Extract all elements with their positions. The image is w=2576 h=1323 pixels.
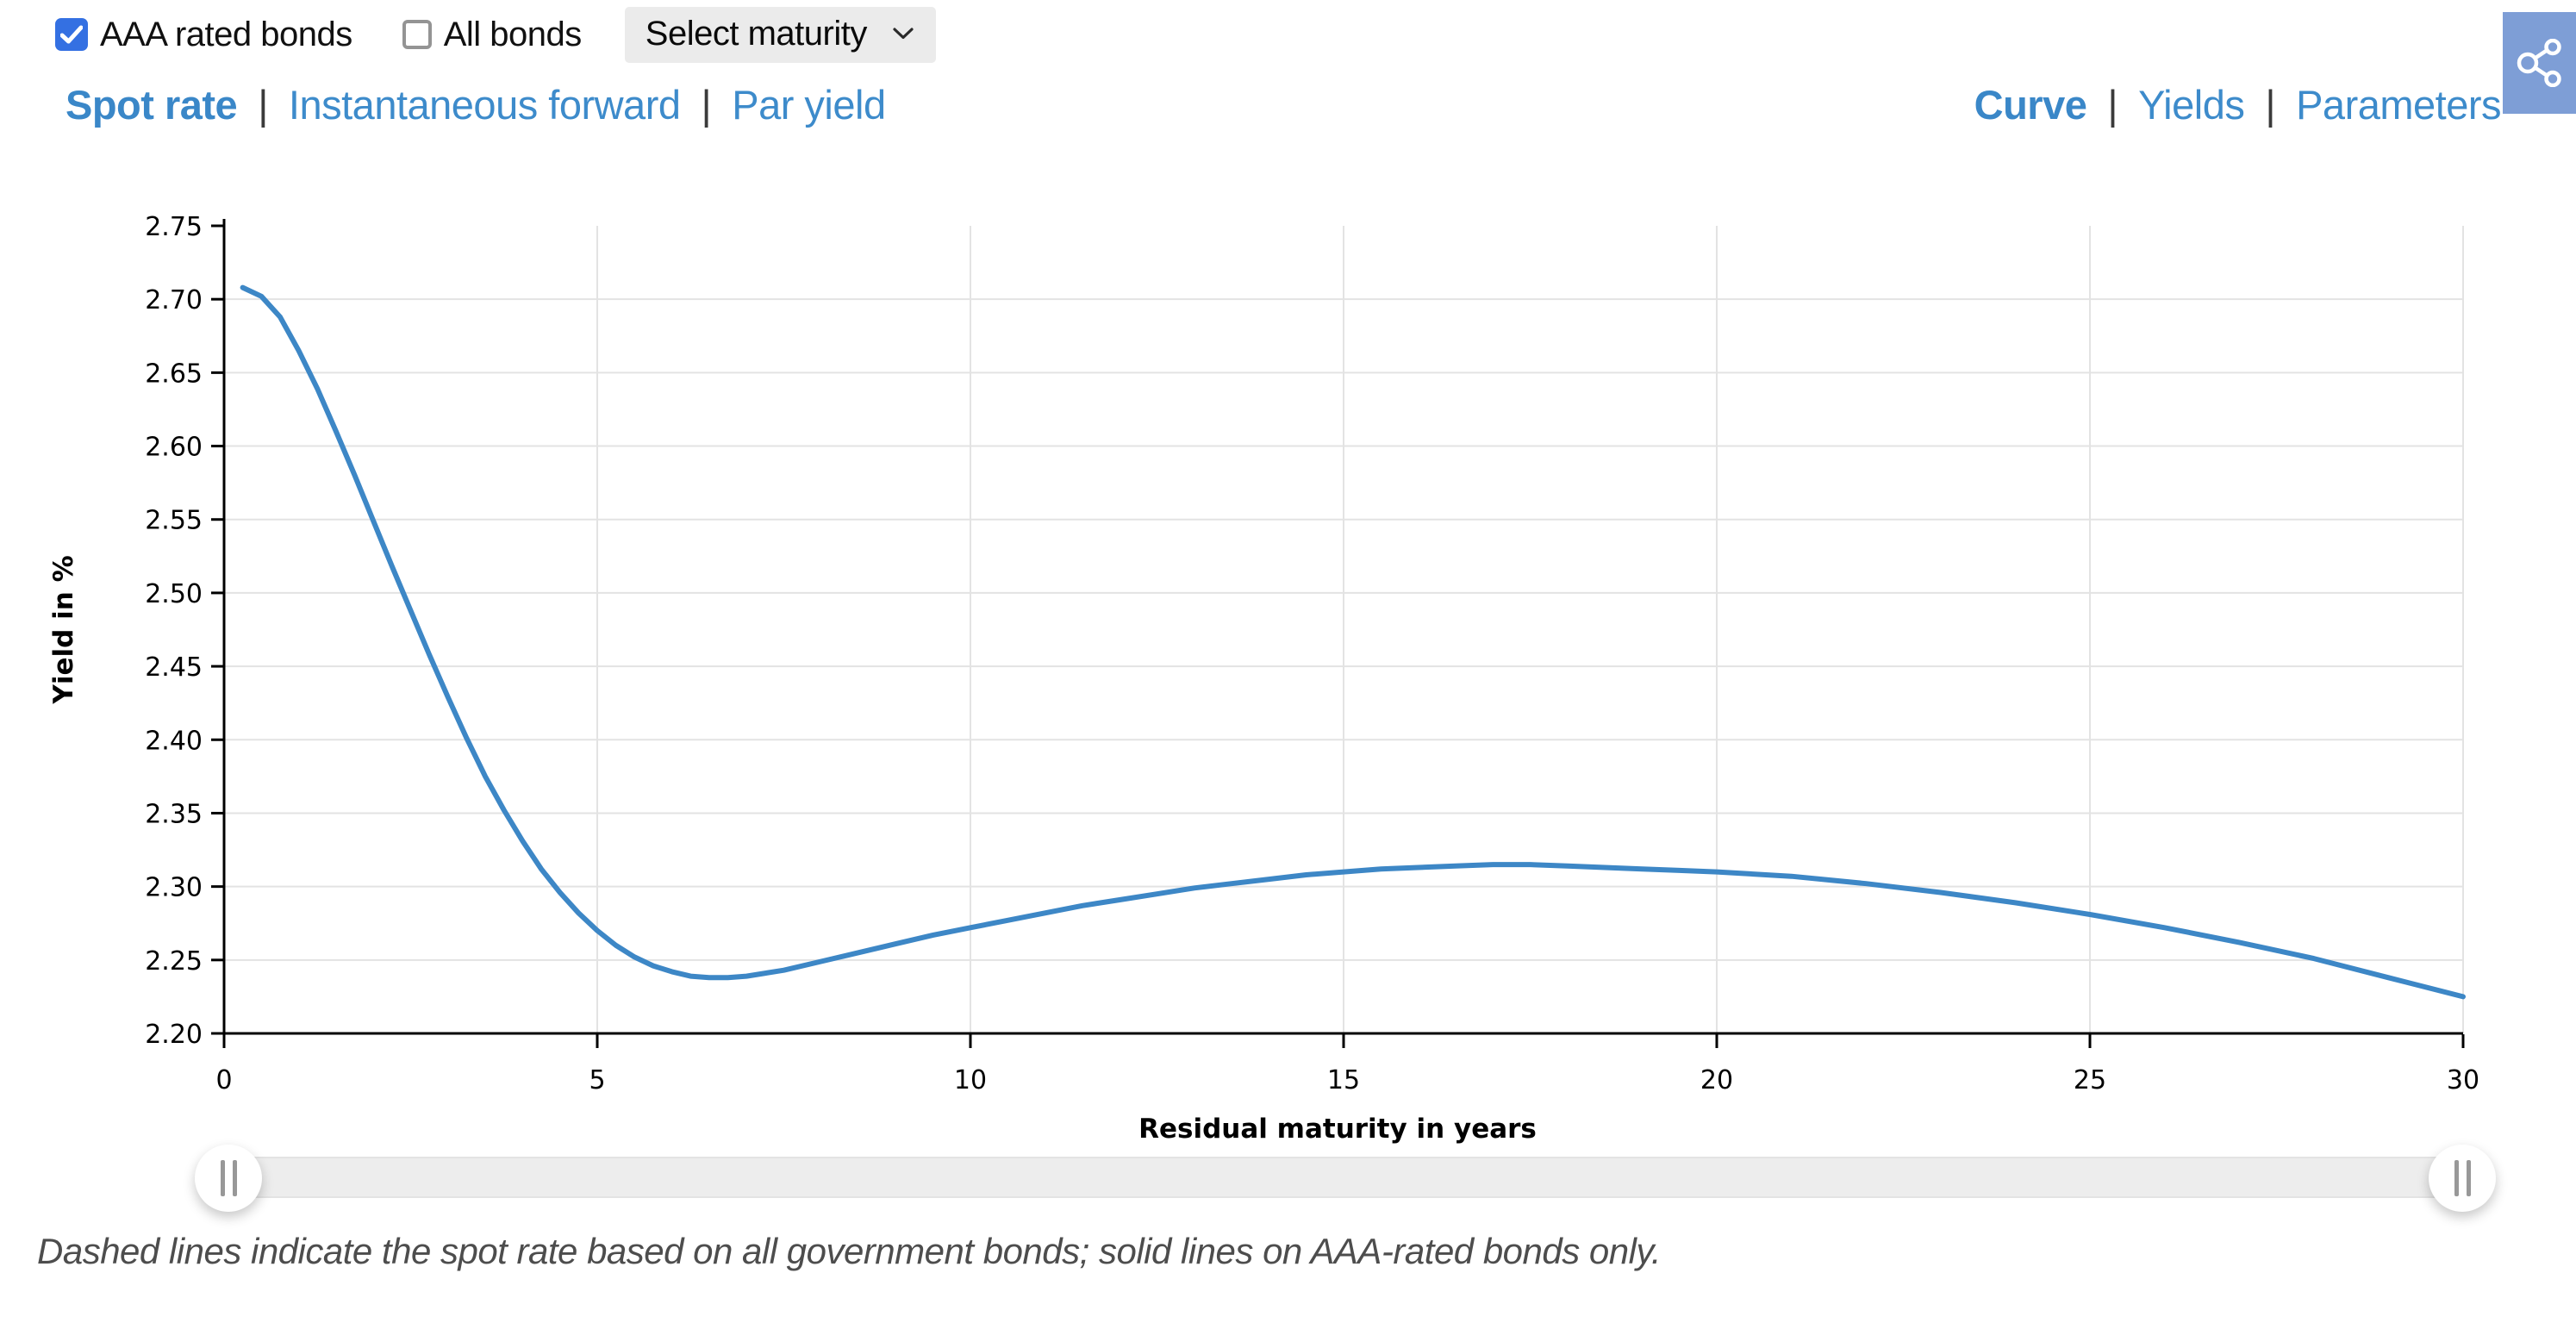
select-maturity-dropdown[interactable]: Select maturity [624, 6, 936, 63]
y-tick-label: 2.70 [145, 285, 203, 315]
slider-handle-right[interactable] [2429, 1145, 2496, 1212]
x-tick-label: 5 [589, 1065, 605, 1095]
all-bonds-label: All bonds [443, 15, 583, 53]
x-tick-label: 0 [215, 1065, 232, 1095]
checkbox-checked-icon[interactable] [55, 18, 88, 51]
slider-handle-left[interactable] [195, 1145, 262, 1212]
y-tick-label: 2.35 [145, 799, 203, 829]
chart-controls: AAA rated bonds All bonds Select maturit… [55, 6, 936, 63]
tab-spot-rate[interactable]: Spot rate [65, 82, 238, 128]
maturity-range-slider-track[interactable] [207, 1157, 2491, 1198]
aaa-rated-bonds-label: AAA rated bonds [100, 15, 352, 53]
y-tick-label: 2.20 [145, 1020, 203, 1050]
grip-icon [220, 1160, 225, 1196]
chevron-down-icon [893, 28, 914, 40]
check-icon [60, 25, 83, 44]
tab-separator: | [2107, 82, 2118, 128]
y-tick-label: 2.50 [145, 579, 203, 609]
checkbox-unchecked-icon[interactable] [402, 20, 432, 49]
tab-parameters[interactable]: Parameters [2296, 82, 2501, 128]
aaa-rated-bonds-checkbox[interactable]: AAA rated bonds [55, 16, 352, 54]
rate-type-tabs: Spot rate | Instantaneous forward | Par yiel… [65, 81, 886, 128]
grip-icon [2454, 1160, 2459, 1196]
output-type-tabs: Curve | Yields | Parameters [1974, 81, 2502, 128]
tab-separator: | [701, 82, 712, 128]
x-tick-label: 30 [2447, 1065, 2479, 1095]
y-tick-label: 2.55 [145, 506, 203, 536]
chart-footnote: Dashed lines indicate the spot rate base… [37, 1231, 1662, 1271]
tab-separator: | [2265, 82, 2276, 128]
y-tick-label: 2.40 [145, 726, 203, 756]
yield-curve-chart: 2.20 2.25 2.30 2.35 2.40 2.45 2.50 2.55 2.60 2.65… [48, 212, 2479, 1145]
tab-par-yield[interactable]: Par yield [732, 82, 886, 128]
x-axis-title: Residual maturity in years [1138, 1114, 1537, 1145]
spot-rate-curve [240, 284, 2466, 1000]
y-tick-label: 2.30 [145, 873, 203, 903]
y-axis-title: Yield in % [48, 555, 79, 704]
x-tick-label: 10 [954, 1065, 987, 1095]
y-tick-label: 2.65 [145, 359, 203, 389]
grip-icon [2466, 1160, 2471, 1196]
y-tick-label: 2.60 [145, 433, 203, 463]
grip-icon [232, 1160, 237, 1196]
y-tick-label: 2.45 [145, 652, 203, 683]
x-tick-label: 20 [1700, 1065, 1733, 1095]
all-bonds-checkbox[interactable]: All bonds [402, 16, 582, 54]
y-tick-label: 2.25 [145, 946, 203, 977]
tab-separator: | [258, 82, 268, 128]
share-nodes-icon [2517, 39, 2561, 87]
x-tick-label: 25 [2074, 1065, 2106, 1095]
share-button[interactable] [2503, 12, 2576, 114]
tab-instantaneous-forward[interactable]: Instantaneous forward [288, 82, 681, 128]
tab-curve[interactable]: Curve [1974, 82, 2087, 128]
x-tick-label: 15 [1327, 1065, 1360, 1095]
tab-yields[interactable]: Yields [2138, 82, 2245, 128]
select-maturity-value: Select maturity [645, 14, 868, 53]
y-tick-label: 2.75 [145, 212, 203, 242]
